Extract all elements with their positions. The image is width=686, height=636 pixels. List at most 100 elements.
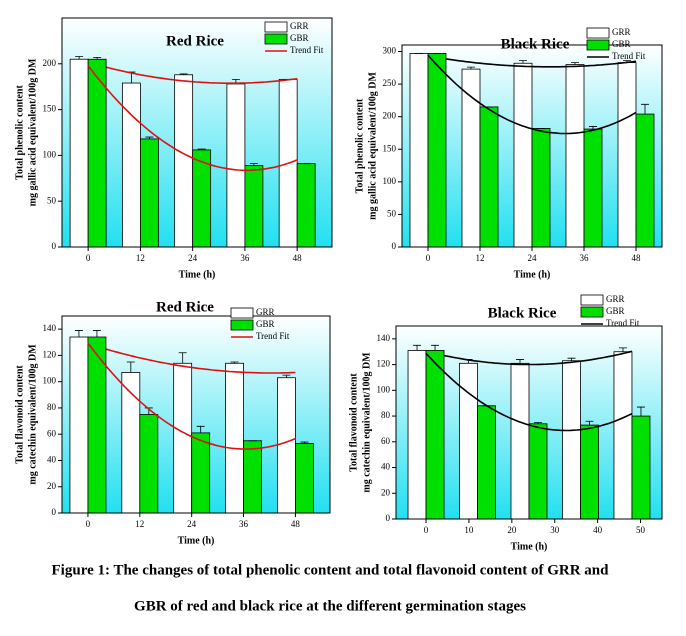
error-bar [519,60,527,64]
y-tick-label: 120 [43,349,57,359]
x-tick-label: 20 [507,525,517,535]
bar [635,113,655,248]
legend-swatch [230,319,254,331]
bar [277,377,296,514]
y-tick-label: 200 [43,58,57,68]
y-tick-label: 80 [381,410,391,420]
bar [477,405,496,520]
error-bar [178,352,187,364]
plot-frame [61,315,331,514]
bar [513,62,533,248]
legend-label: GRR [256,307,275,317]
y-tick-label: 80 [47,402,57,412]
error-bar [636,406,645,417]
bar [531,128,551,248]
y-tick-label: 0 [392,241,397,251]
legend-label: GBR [612,39,631,49]
bar [295,442,314,514]
error-bar [230,361,239,364]
legend-swatch [230,307,254,319]
x-tick-label: 36 [239,519,249,529]
y-tick-label: 100 [383,176,397,186]
legend-label: GRR [290,21,309,31]
x-axis-label: Time (h) [178,535,215,546]
bar [617,62,637,248]
bar [139,138,159,248]
y-axis-label: mg catechin equivalent/100g DM [27,344,38,485]
x-tick-label: 48 [291,519,301,529]
y-axis-label: mg catechin equivalent/100g DM [361,352,372,493]
plot-frame [395,325,663,520]
bar [580,424,599,520]
y-tick-label: 120 [377,359,391,369]
x-tick-label: 0 [86,519,91,529]
bar [173,362,193,514]
x-tick-label: 0 [86,253,91,263]
legend-label: GRR [606,294,625,304]
error-bar [179,73,188,75]
x-axis-label: Time (h) [179,269,216,280]
y-tick-label: 60 [381,436,391,446]
legend-label: Trend Fit [290,45,324,55]
error-bar [196,425,205,433]
y-axis-label: Total phenolic content [14,85,25,180]
y-tick-label: 0 [52,507,57,517]
error-bar [197,148,206,150]
bar [528,423,548,520]
error-bar [413,344,422,351]
legend-swatch [580,306,604,318]
error-bar [467,66,475,70]
trend-fit-line [87,342,296,374]
y-axis-label: Total phenolic content [354,98,365,193]
x-tick-label: 50 [636,525,646,535]
y-tick-label: 40 [47,455,57,465]
error-bar [92,330,101,338]
y-tick-label: 0 [386,513,391,523]
bar [613,351,633,520]
bar [296,163,316,248]
x-tick-label: 24 [187,519,197,529]
plot-frame [401,44,663,248]
legend-swatch [586,39,610,51]
y-tick-label: 40 [381,462,391,472]
y-tick-label: 140 [377,333,391,343]
error-bar [571,62,579,65]
x-axis-label: Time (h) [514,269,551,280]
y-tick-label: 100 [43,149,57,159]
x-tick-label: 48 [632,253,642,263]
trend-fit-line [87,65,298,172]
y-tick-label: 200 [383,111,397,121]
bar [69,336,89,514]
x-tick-label: 30 [550,525,560,535]
chart-title: Black Rice [488,305,557,321]
bar [174,74,194,248]
y-axis-label: Total flavonoid content [14,365,25,464]
error-bar [75,56,84,60]
y-tick-label: 100 [43,376,57,386]
legend-label: GBR [256,319,275,329]
y-tick-label: 20 [47,481,57,491]
legend-swatch [580,294,604,306]
x-tick-label: 36 [240,253,250,263]
y-axis-label: Total flavonoid content [348,373,359,472]
trend-fit-line [425,352,633,432]
bar [407,350,427,520]
error-bar [534,422,542,424]
x-axis-label: Time (h) [511,541,548,552]
error-bar [585,420,594,426]
bar [479,106,499,248]
y-tick-label: 150 [43,104,57,114]
x-tick-label: 12 [136,253,145,263]
x-tick-label: 12 [476,253,485,263]
error-bar [618,347,627,352]
error-bar [641,103,649,115]
bar [409,53,429,248]
legend-label: GRR [612,27,631,37]
y-tick-label: 50 [387,208,397,218]
x-tick-label: 40 [593,525,603,535]
x-tick-label: 0 [424,525,429,535]
bar [427,53,447,248]
legend-label: Trend Fit [606,318,640,328]
error-bar [145,136,154,139]
y-tick-label: 60 [47,428,57,438]
